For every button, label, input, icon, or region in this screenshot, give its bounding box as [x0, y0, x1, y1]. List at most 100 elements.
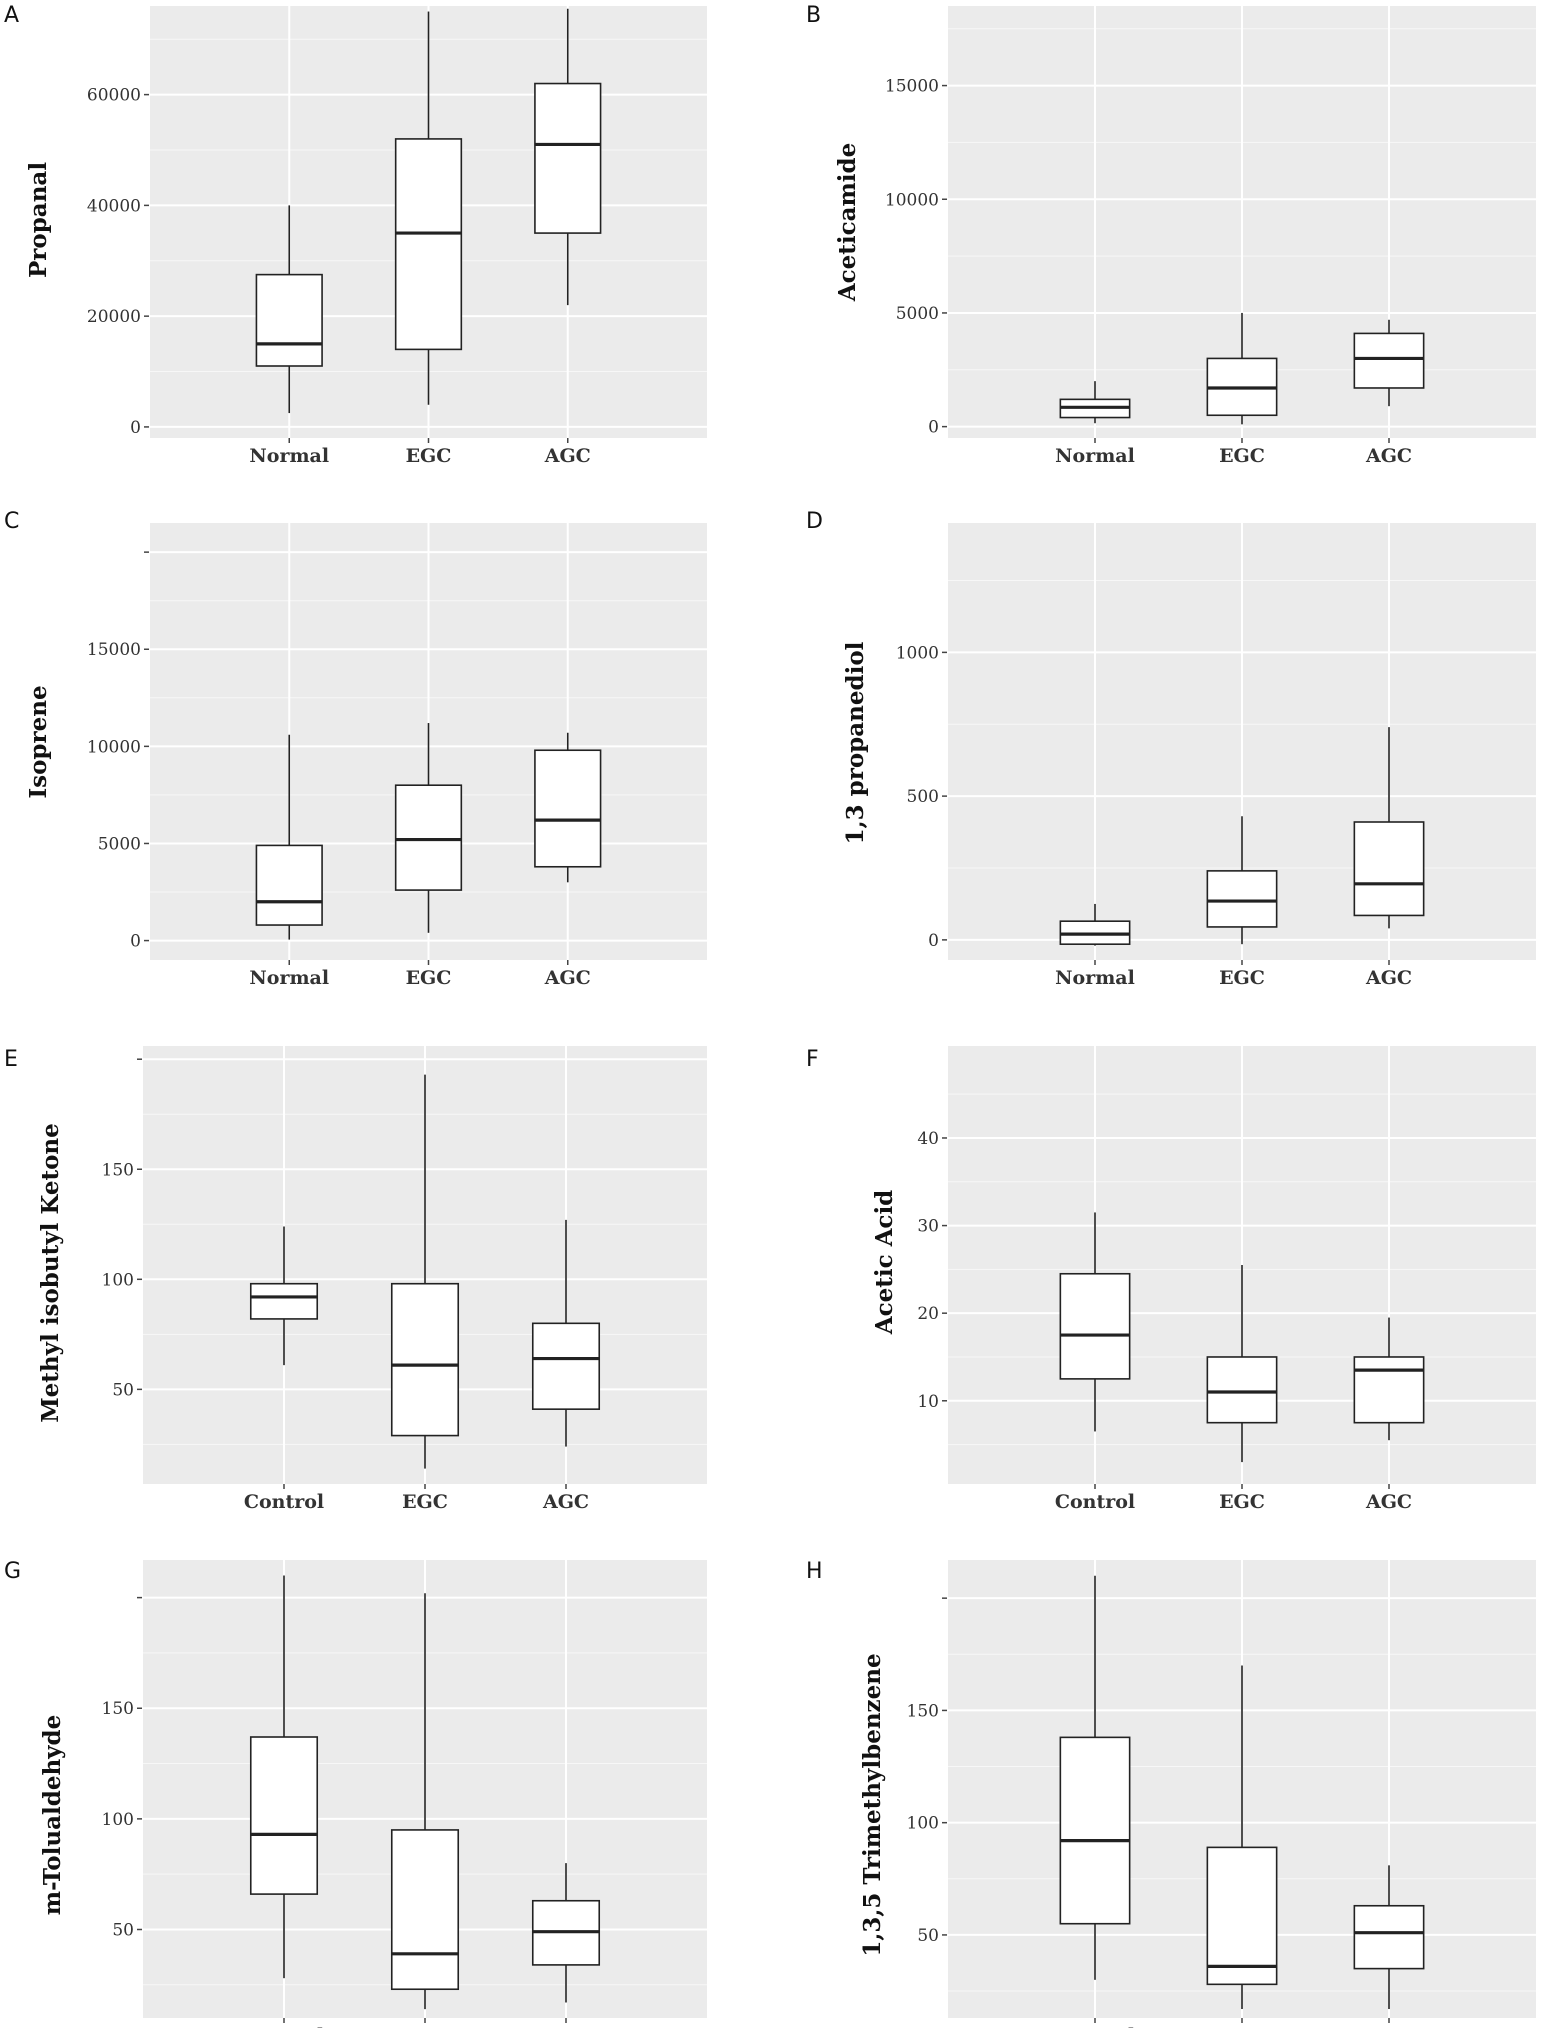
panel-e: E 50 100 150 Control EGC AGC Methyl isobutyl Ke… — [4, 1046, 707, 1513]
iqr-box — [390, 1829, 460, 1991]
iqr-box — [1206, 870, 1278, 928]
iqr-box — [390, 1282, 460, 1437]
iqr-box — [249, 1736, 319, 1895]
y-tick-label: 1000 — [896, 643, 939, 663]
box-agc: AGC — [1353, 319, 1425, 467]
y-axis-label: Propanal — [25, 162, 52, 278]
y-tick-label: 60000 — [87, 86, 141, 106]
iqr-box — [394, 784, 463, 891]
x-tick-label: Control — [244, 2025, 324, 2028]
box-control: Control — [244, 1226, 324, 1513]
x-tick-label: EGC — [406, 445, 452, 467]
iqr-box — [1353, 332, 1425, 389]
y-axis-label: Acetic Acid — [871, 1190, 898, 1336]
panel-f: F 10 20 30 40 Control EGC AGC Acetic Acid — [806, 1046, 1536, 1513]
iqr-box — [255, 844, 323, 926]
y-tick-label: 100 — [102, 1810, 134, 1830]
x-tick-label: EGC — [1219, 445, 1265, 467]
panel-d: D 0 500 1000 Normal EGC AGC 1,3 propanediol — [806, 509, 1536, 989]
x-tick-label: Control — [1055, 1491, 1135, 1513]
y-tick-label: 40 — [917, 1129, 939, 1149]
y-tick-label: 10000 — [87, 737, 141, 757]
x-tick-label: EGC — [1219, 2025, 1265, 2028]
y-tick-label: 15000 — [885, 77, 939, 97]
iqr-box — [1353, 1904, 1425, 1970]
box-normal: Normal — [249, 734, 329, 989]
x-tick-label: EGC — [1219, 967, 1265, 989]
box-control: Control — [1055, 1212, 1135, 1513]
y-tick-label: 0 — [130, 932, 141, 952]
box-normal: Normal — [249, 205, 329, 467]
y-axis-label: m-Tolualdehyde — [39, 1715, 66, 1916]
panel-h: H 50 100 150 Control EGC AGC 1,3,5 Trimethylben… — [806, 1559, 1536, 2028]
x-tick-label: Normal — [1055, 445, 1135, 467]
box-egc: EGC — [390, 1074, 460, 1513]
y-tick-label: 500 — [907, 787, 939, 807]
y-tick-label: 0 — [130, 418, 141, 438]
iqr-box — [394, 138, 463, 351]
y-tick-label: 5000 — [98, 834, 141, 854]
x-tick-label: Control — [1055, 2025, 1135, 2028]
y-tick-label: 20000 — [87, 307, 141, 327]
iqr-box — [1059, 1272, 1131, 1380]
panel-letter: H — [806, 1559, 823, 1584]
x-tick-label: AGC — [1365, 1491, 1412, 1513]
x-tick-label: EGC — [406, 967, 452, 989]
y-tick-label: 150 — [102, 1160, 134, 1180]
box-egc: EGC — [1206, 1265, 1278, 1513]
box-agc: AGC — [1353, 727, 1425, 989]
iqr-box — [1353, 821, 1425, 917]
panel-letter: D — [806, 509, 823, 534]
y-tick-label: 100 — [102, 1270, 134, 1290]
box-egc: EGC — [394, 11, 463, 467]
y-axis-label: Methyl isobutyl Ketone — [37, 1123, 64, 1423]
box-egc: EGC — [1206, 816, 1278, 989]
iqr-box — [1059, 1736, 1131, 1925]
y-tick-label: 50 — [112, 1380, 134, 1400]
box-egc: EGC — [1206, 312, 1278, 467]
iqr-box — [534, 749, 602, 868]
box-agc: AGC — [531, 1219, 601, 1513]
x-tick-label: EGC — [402, 1491, 448, 1513]
iqr-box — [531, 1322, 601, 1410]
y-tick-label: 10 — [917, 1392, 939, 1412]
x-tick-label: EGC — [402, 2025, 448, 2028]
panel-letter: G — [4, 1559, 21, 1584]
box-agc: AGC — [531, 1863, 601, 2028]
x-tick-label: AGC — [1365, 445, 1412, 467]
iqr-box — [255, 273, 323, 367]
box-agc: AGC — [1353, 1317, 1425, 1513]
iqr-box — [1206, 1356, 1278, 1424]
x-tick-label: EGC — [1219, 1491, 1265, 1513]
y-tick-label: 0 — [928, 418, 939, 438]
panel-a: A 0 20000 40000 60000 Normal EGC AGC Propanal — [4, 3, 707, 467]
y-tick-label: 20 — [917, 1304, 939, 1324]
panel-letter: A — [4, 3, 19, 28]
panel-g: G 50 100 150 Control EGC AGC m-Tolualdehyde — [4, 1559, 707, 2028]
y-axis-label: 1,3,5 Trimethylbenzene — [859, 1653, 886, 1956]
panel-letter: E — [4, 1047, 18, 1072]
box-agc: AGC — [1353, 1865, 1425, 2028]
y-tick-label: 150 — [907, 1701, 939, 1721]
y-tick-label: 50 — [112, 1920, 134, 1940]
y-tick-label: 50 — [917, 1926, 939, 1946]
panel-letter: F — [806, 1047, 819, 1072]
x-tick-label: Normal — [249, 445, 329, 467]
x-tick-label: AGC — [542, 1491, 589, 1513]
y-axis-label: Aceticamide — [834, 143, 861, 303]
y-tick-label: 5000 — [896, 304, 939, 324]
y-tick-label: 100 — [907, 1814, 939, 1834]
box-egc: EGC — [390, 1593, 460, 2028]
x-tick-label: Control — [244, 1491, 324, 1513]
panel-letter: B — [806, 3, 821, 28]
box-normal: Normal — [1055, 903, 1135, 989]
box-normal: Normal — [1055, 381, 1135, 467]
y-axis-label: 1,3 propanediol — [842, 641, 869, 844]
iqr-box — [534, 82, 602, 234]
box-control: Control — [244, 1575, 324, 2028]
y-tick-label: 150 — [102, 1699, 134, 1719]
panel-c: C 0 5000 10000 15000 Normal EGC AGC Isoprene — [4, 509, 707, 989]
y-tick-label: 30 — [917, 1217, 939, 1237]
